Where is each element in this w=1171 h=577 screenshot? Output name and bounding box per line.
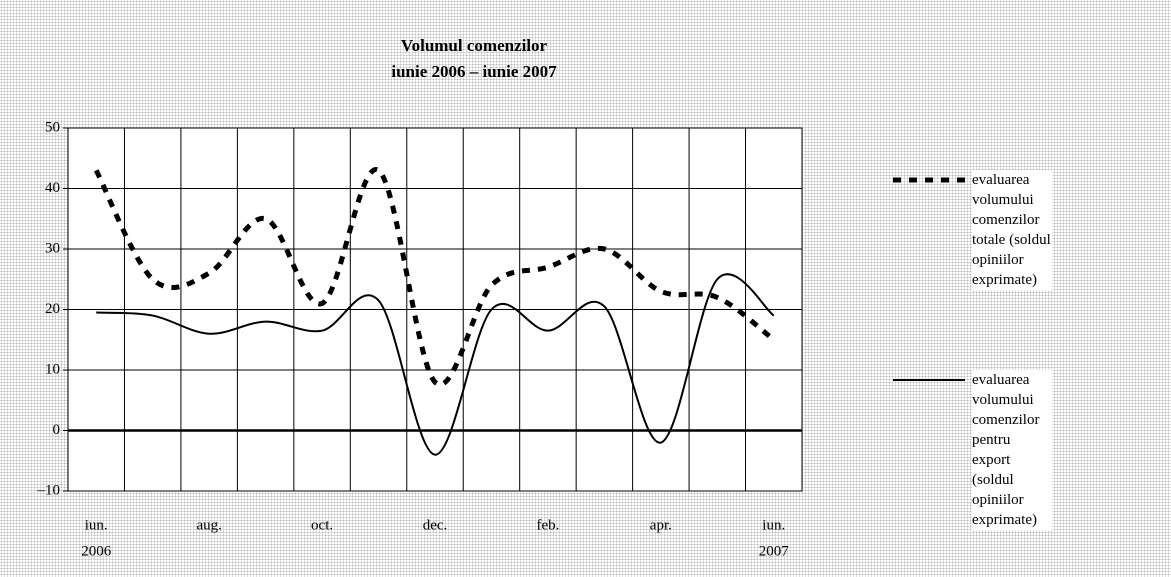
x-tick-label: iun.: [85, 517, 108, 533]
legend-label: evaluarea volumului comenzilor totale (s…: [972, 170, 1052, 290]
legend-label: evaluarea volumului comenzilor pentru ex…: [972, 370, 1052, 530]
y-tick-label: 50: [45, 119, 60, 135]
y-tick-label: –10: [37, 482, 61, 498]
plot-border: [67, 127, 803, 492]
y-tick-label: 10: [45, 361, 60, 377]
x-tick-label: feb.: [536, 517, 559, 533]
y-tick-label: 40: [45, 180, 60, 196]
y-tick-label: 20: [45, 301, 60, 317]
x-tick-label: oct.: [311, 517, 333, 533]
y-tick-label: 0: [53, 422, 61, 438]
x-tick-label: aug.: [196, 517, 221, 533]
line-series: [94, 167, 776, 388]
x-tick-year: 2006: [81, 543, 112, 559]
chart-subtitle: iunie 2006 – iunie 2007: [391, 62, 557, 81]
y-tick-label: 30: [45, 240, 60, 256]
chart-title: Volumul comenzilor: [401, 36, 548, 55]
x-tick-label: apr.: [650, 517, 672, 533]
x-tick-year: 2007: [759, 543, 790, 559]
line-series: [96, 273, 775, 456]
x-tick-label: dec.: [423, 517, 448, 533]
x-tick-label: iun.: [762, 517, 785, 533]
